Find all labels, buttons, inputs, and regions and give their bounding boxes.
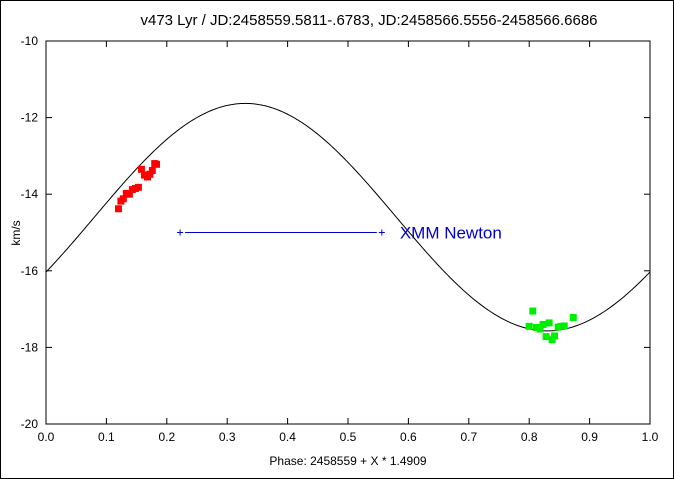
data-point — [134, 183, 142, 191]
y-tick-label: -16 — [21, 264, 39, 278]
data-point — [119, 195, 127, 203]
y-axis-label: km/s — [9, 220, 23, 245]
data-point — [542, 333, 550, 341]
series-1 — [114, 160, 161, 213]
data-point — [569, 314, 577, 322]
data-point — [146, 170, 154, 178]
x-tick-label: 0.4 — [279, 430, 296, 444]
data-point — [539, 320, 547, 328]
data-point — [532, 323, 540, 331]
y-tick-label: -18 — [21, 340, 39, 354]
y-tick-label: -12 — [21, 111, 39, 125]
data-point — [536, 325, 544, 333]
data-point — [560, 322, 568, 330]
x-tick-label: 0.5 — [340, 430, 357, 444]
y-tick-label: -10 — [21, 34, 39, 48]
xmm-newton-label: XMM Newton — [400, 224, 502, 243]
x-tick-label: 0.6 — [400, 430, 417, 444]
x-tick-label: 0.3 — [219, 430, 236, 444]
data-point — [148, 166, 156, 174]
data-point — [153, 160, 161, 168]
data-point — [137, 165, 145, 173]
x-tick-label: 0.7 — [460, 430, 477, 444]
data-point — [551, 332, 559, 340]
x-tick-label: 0.9 — [581, 430, 598, 444]
x-tick-label: 0.8 — [521, 430, 538, 444]
x-tick-label: 1.0 — [642, 430, 659, 444]
model-curve-line — [45, 102, 651, 332]
y-tick-label: -20 — [21, 417, 39, 431]
x-tick-label: 0.0 — [38, 430, 55, 444]
data-point — [548, 336, 556, 344]
data-point — [545, 319, 553, 327]
x-tick-label: 0.2 — [158, 430, 175, 444]
data-point — [529, 307, 537, 315]
x-tick-label: 0.1 — [98, 430, 115, 444]
data-point — [125, 190, 133, 198]
x-axis-label: Phase: 2458559 + X * 1.4909 — [269, 454, 426, 468]
chart-title: v473 Lyr / JD:2458559.5811-.6783, JD:245… — [140, 12, 597, 29]
data-point — [525, 322, 533, 330]
y-tick-label: -14 — [21, 187, 39, 201]
data-point — [114, 205, 122, 213]
series-2 — [525, 307, 577, 344]
plot-area: 0.0 0.1 0.2 0.3 0.4 0.5 0.6 0.7 0.8 0.9 1.0 -20 -18 -… — [21, 34, 659, 444]
